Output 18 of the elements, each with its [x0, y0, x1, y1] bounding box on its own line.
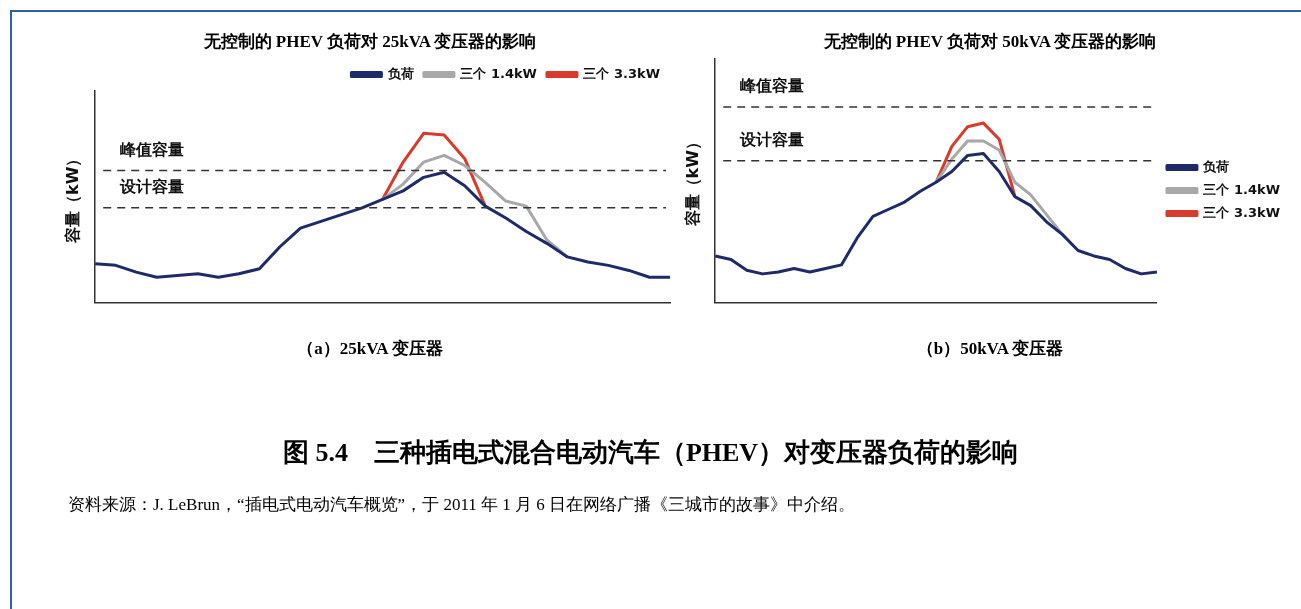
y-axis-title: 容量（kW）	[682, 134, 702, 228]
ref-line-label: 设计容量	[739, 129, 805, 149]
ref-line-label: 峰值容量	[740, 76, 805, 96]
legend-label: 三个 1.4kW	[460, 65, 537, 81]
chart-title: 无控制的 PHEV 负荷对 50kVA 变压器的影响	[822, 31, 1158, 53]
text: （b）50kVA 变压器	[915, 338, 1065, 360]
legend-label: 负荷	[386, 65, 414, 81]
text: （a）25kVA 变压器	[296, 338, 444, 360]
text: 图 5.4 三种插电式混合电动汽车（PHEV）对变压器负荷的影响	[281, 437, 1020, 469]
legend-label: 三个 3.3kW	[583, 65, 661, 81]
legend-label: 负荷	[1202, 158, 1230, 174]
chart-title: 无控制的 PHEV 负荷对 25kVA 变压器的影响	[202, 31, 538, 53]
ref-line-label: 峰值容量	[120, 139, 185, 159]
text: 资料来源：J. LeBrun，“插电式电动汽车概览”，于 2011 年 1 月 6 日在网络广播《三城市的故事》中介绍。	[68, 494, 856, 516]
legend-label: 三个 1.4kW	[1203, 181, 1281, 197]
y-axis-title: 容量（kW）	[62, 150, 82, 244]
legend-label: 三个 3.3kW	[1203, 204, 1281, 220]
ref-line-label: 设计容量	[119, 176, 185, 196]
